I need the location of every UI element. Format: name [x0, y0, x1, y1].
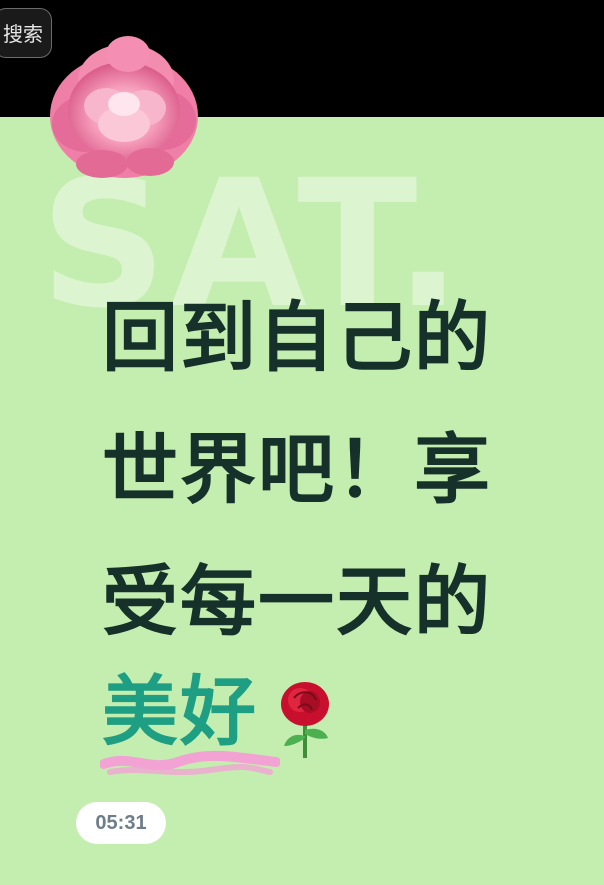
background-watermark-text: SAT.	[40, 150, 466, 340]
highlight-text: 美好	[102, 667, 258, 756]
headline-line-1: 回到自己的	[102, 293, 492, 382]
headline-line-2: 世界吧！享	[102, 425, 492, 514]
timestamp-badge: 05:31	[76, 802, 166, 844]
highlight-block: 美好	[100, 662, 300, 782]
red-rose-emoji-icon	[281, 682, 329, 758]
pink-underline-stroke	[100, 750, 280, 775]
pink-peony-icon	[50, 36, 198, 178]
headline-line-3: 受每一天的	[102, 557, 492, 646]
headline-text: 回到自己的 世界吧！享 受每一天的	[102, 272, 522, 668]
search-button[interactable]: 搜索	[0, 8, 52, 58]
